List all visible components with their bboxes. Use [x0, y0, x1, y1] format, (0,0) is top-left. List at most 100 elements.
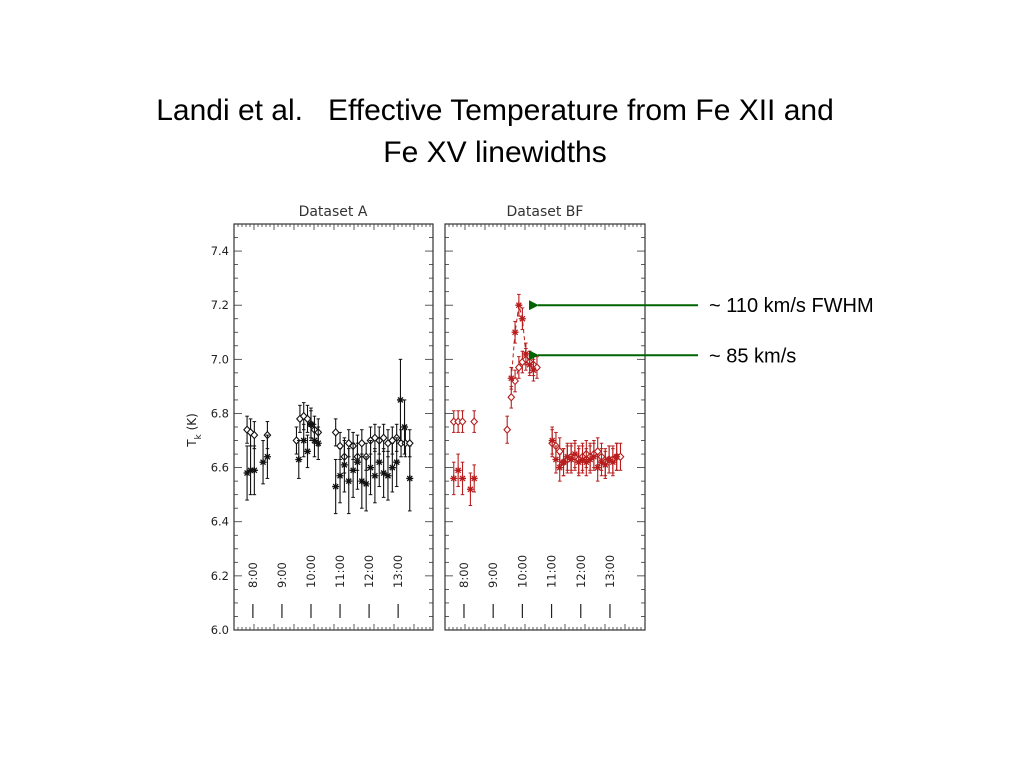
- y-tick-labels: 6.0 6.2 6.4 6.6 6.8 7.0 7.2 7.4: [211, 244, 229, 637]
- asterisk-marker: [393, 458, 401, 466]
- data-point-asterisk: [295, 440, 303, 479]
- asterisk-marker: [552, 455, 560, 463]
- data-point-asterisk: [362, 456, 370, 512]
- asterisk-marker: [605, 455, 613, 463]
- annotation-label: ~ 85 km/s: [709, 345, 796, 367]
- hour-label: 13:00: [603, 555, 617, 588]
- asterisk-marker: [303, 447, 311, 455]
- asterisk-marker: [575, 458, 583, 466]
- data-point-diamond: [533, 356, 541, 379]
- asterisk-marker: [560, 458, 568, 466]
- asterisk-marker: [522, 350, 530, 358]
- data-point-asterisk: [396, 358, 404, 442]
- annotations: ~ 110 km/s FWHM ~ 85 km/s: [529, 295, 874, 367]
- diamond-marker: [357, 438, 366, 448]
- asterisk-marker: [529, 366, 537, 374]
- data-point-asterisk: [575, 448, 583, 477]
- data-point-asterisk: [579, 445, 587, 474]
- data-point-asterisk: [375, 437, 383, 488]
- y-axis-label-sub: k: [194, 433, 204, 439]
- y-tick-label: 6.6: [211, 461, 229, 475]
- slide-title-line-2: Fe XV linewidths: [383, 136, 607, 169]
- data-point-asterisk: [345, 448, 353, 515]
- data-point-asterisk: [336, 448, 344, 504]
- data-point-asterisk: [454, 453, 462, 488]
- data-point-diamond: [379, 423, 388, 452]
- data-point-asterisk: [601, 450, 609, 479]
- y-tick-label: 7.4: [211, 244, 229, 258]
- data-point-asterisk: [590, 442, 598, 471]
- asterisk-marker: [353, 458, 361, 466]
- data-point-asterisk: [250, 445, 258, 496]
- diamond-marker: [507, 392, 516, 402]
- asterisk-marker: [295, 455, 303, 463]
- panel-bf-minor-ticks: [448, 224, 642, 630]
- asterisk-marker: [401, 423, 409, 431]
- asterisk-marker: [380, 469, 388, 477]
- asterisk-marker: [459, 474, 467, 482]
- data-point-diamond: [503, 415, 512, 444]
- asterisk-marker: [597, 458, 605, 466]
- asterisk-marker: [518, 315, 526, 323]
- y-tick-label: 7.2: [211, 298, 229, 312]
- data-point-asterisk: [605, 445, 613, 474]
- data-point-diamond: [458, 410, 467, 433]
- hour-label: 12:00: [574, 555, 588, 588]
- data-point-diamond: [507, 385, 516, 409]
- asterisk-marker: [336, 472, 344, 480]
- data-point-asterisk: [586, 445, 594, 474]
- diamond-marker: [344, 438, 353, 448]
- data-point-asterisk: [300, 423, 308, 458]
- asterisk-marker: [571, 450, 579, 458]
- diamond-marker: [379, 433, 388, 443]
- panel-a-y-ticks: [234, 223, 433, 631]
- data-point-asterisk: [380, 448, 388, 498]
- annotation-label: ~ 110 km/s FWHM: [709, 295, 874, 317]
- y-axis-label-main: T: [185, 439, 199, 448]
- asterisk-marker: [511, 328, 519, 336]
- asterisk-marker: [259, 458, 267, 466]
- data-point-diamond: [470, 410, 479, 433]
- asterisk-marker: [590, 453, 598, 461]
- hour-label: 8:00: [457, 562, 471, 588]
- diamond-marker: [503, 425, 512, 435]
- asterisk-marker: [247, 466, 255, 474]
- diamond-marker: [303, 414, 312, 424]
- asterisk-marker: [367, 464, 375, 472]
- asterisk-marker: [613, 453, 621, 461]
- asterisk-marker: [454, 466, 462, 474]
- data-point-diamond: [616, 442, 625, 471]
- asterisk-marker: [243, 469, 251, 477]
- asterisk-marker: [450, 474, 458, 482]
- asterisk-marker: [340, 461, 348, 469]
- data-point-diamond: [292, 426, 301, 455]
- asterisk-marker: [579, 455, 587, 463]
- asterisk-marker: [507, 374, 515, 382]
- data-point-asterisk: [613, 442, 621, 471]
- hour-label: 10:00: [515, 555, 529, 588]
- asterisk-marker: [371, 472, 379, 480]
- y-tick-label: 6.8: [211, 406, 229, 420]
- asterisk-marker: [601, 461, 609, 469]
- hour-label: 9:00: [486, 562, 500, 588]
- asterisk-marker: [345, 477, 353, 485]
- asterisk-marker: [314, 439, 322, 447]
- y-tick-label: 7.0: [211, 352, 229, 366]
- data-point-asterisk: [401, 399, 409, 455]
- data-point-asterisk: [594, 453, 602, 482]
- data-point-asterisk: [314, 426, 322, 460]
- asterisk-marker: [466, 485, 474, 493]
- data-point-asterisk: [243, 445, 251, 501]
- diamond-marker: [299, 411, 308, 421]
- panel-bf-points: [449, 293, 625, 506]
- diamond-marker: [370, 433, 379, 443]
- data-point-asterisk: [609, 448, 617, 477]
- data-point-asterisk: [340, 437, 348, 493]
- panel-bf-hour-marks: 8:00 9:00 10:00 11:00 12:00 13:00: [457, 555, 617, 618]
- data-point-asterisk: [548, 426, 556, 455]
- diamond-marker: [514, 363, 523, 372]
- data-point-asterisk: [560, 448, 568, 477]
- data-point-diamond: [370, 423, 379, 452]
- data-point-asterisk: [597, 448, 605, 477]
